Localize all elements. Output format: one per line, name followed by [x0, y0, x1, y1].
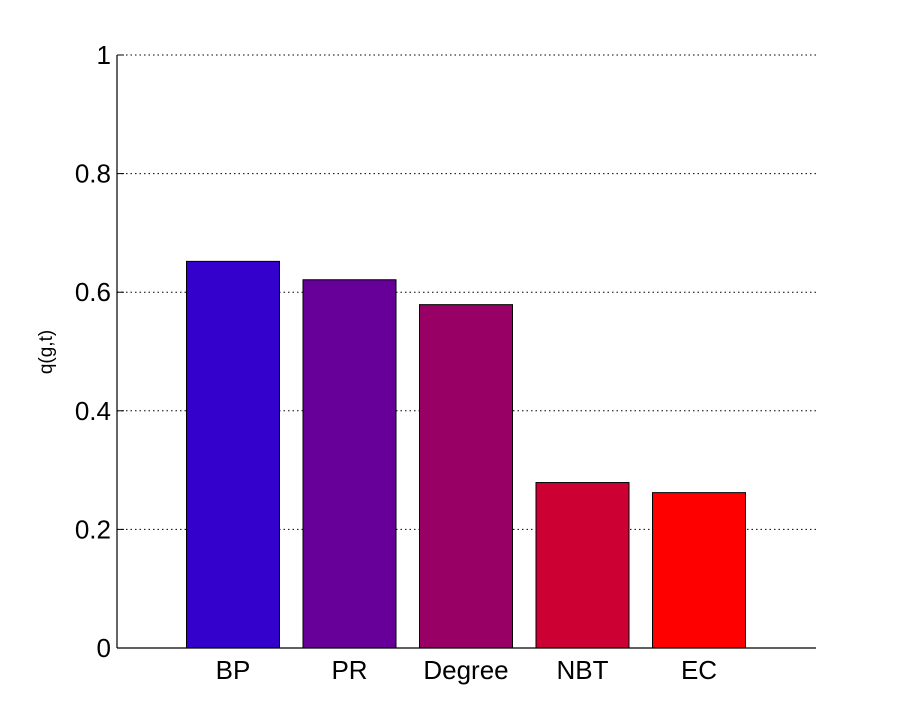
bars — [186, 260, 746, 649]
bar-ec — [652, 492, 746, 649]
y-tick-label: 0.4 — [75, 396, 111, 426]
x-tick-label: NBT — [557, 655, 609, 685]
y-tick-label: 1 — [97, 40, 111, 70]
x-tick-label: BP — [216, 655, 251, 685]
y-tick-label: 0.8 — [75, 159, 111, 189]
x-tick-label: EC — [681, 655, 717, 685]
x-tick-label: PR — [331, 655, 367, 685]
y-tick-label: 0.2 — [75, 514, 111, 544]
bar-degree — [419, 304, 513, 649]
y-tick-labels: 0 0.2 0.4 0.6 0.8 1 — [75, 40, 111, 663]
bar-bp — [186, 260, 280, 649]
x-tick-labels: BP PR Degree NBT EC — [216, 655, 717, 685]
y-tick-label: 0.6 — [75, 277, 111, 307]
x-tick-label: Degree — [423, 655, 508, 685]
y-axis-label: q(g,t) — [36, 330, 57, 374]
y-tick-label: 0 — [97, 633, 111, 663]
bar-pr — [302, 279, 397, 649]
bar-nbt — [535, 482, 630, 649]
axes — [116, 54, 816, 649]
